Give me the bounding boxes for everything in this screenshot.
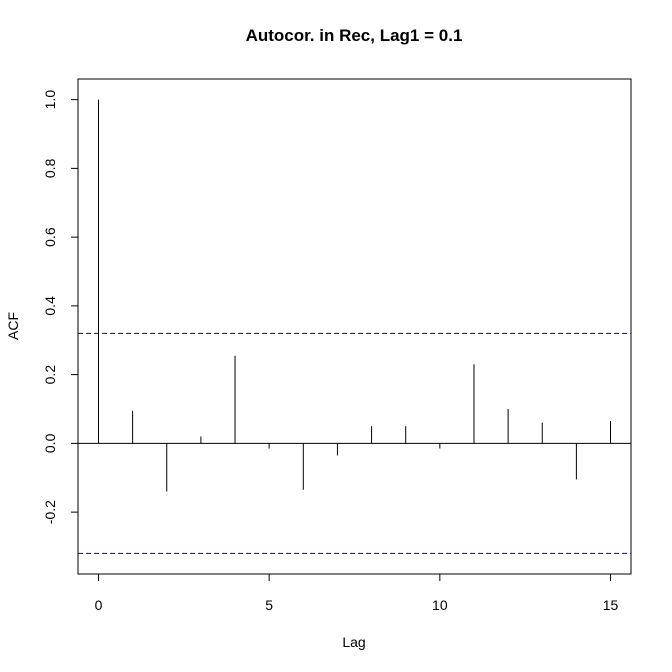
x-axis: 0 5 10 15 <box>95 573 619 613</box>
x-tick-label-5: 5 <box>265 597 273 613</box>
y-tick-label-neg0_2: -0.2 <box>42 500 58 524</box>
y-tick-label-0_4: 0.4 <box>42 296 58 316</box>
y-tick-label-0_8: 0.8 <box>42 158 58 178</box>
y-tick-label-0: 0.0 <box>42 433 58 453</box>
plot-frame <box>77 78 632 575</box>
x-axis-label: Lag <box>342 634 365 650</box>
chart-title: Autocor. in Rec, Lag1 = 0.1 <box>246 26 463 45</box>
x-tick-label-15: 15 <box>603 597 619 613</box>
y-tick-label-0_6: 0.6 <box>42 227 58 247</box>
x-tick-label-0: 0 <box>95 597 103 613</box>
y-tick-label-0_2: 0.2 <box>42 365 58 385</box>
y-axis-label: ACF <box>5 312 21 340</box>
x-tick-label-10: 10 <box>432 597 448 613</box>
chart-marks <box>78 99 631 554</box>
y-tick-label-1: 1.0 <box>42 90 58 110</box>
y-axis: -0.2 0.0 0.2 0.4 0.6 0.8 1.0 <box>42 90 79 524</box>
